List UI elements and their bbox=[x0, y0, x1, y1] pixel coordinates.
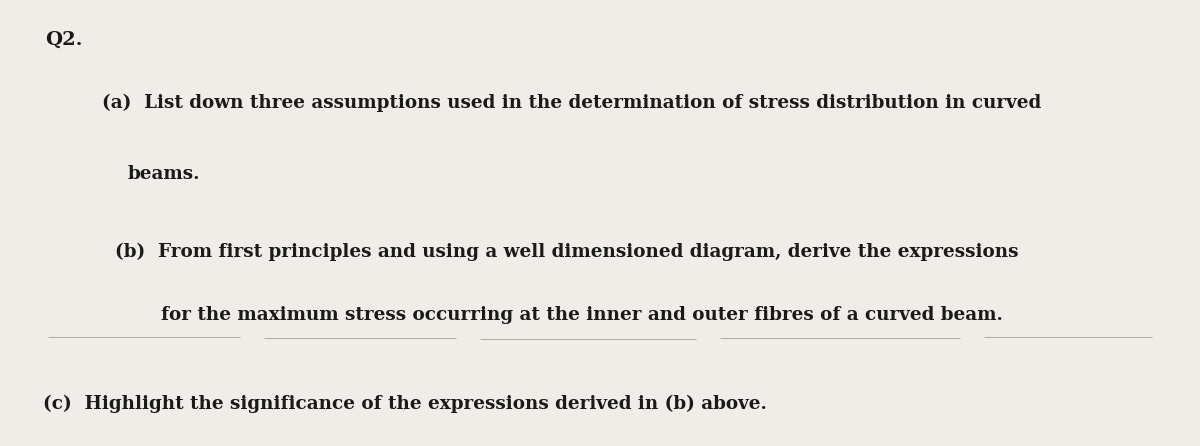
Text: for the maximum stress occurring at the inner and outer fibres of a curved beam.: for the maximum stress occurring at the … bbox=[161, 306, 1003, 323]
Text: (a)  List down three assumptions used in the determination of stress distributio: (a) List down three assumptions used in … bbox=[102, 94, 1042, 112]
Text: beams.: beams. bbox=[127, 165, 199, 183]
Text: (b)  From first principles and using a well dimensioned diagram, derive the expr: (b) From first principles and using a we… bbox=[115, 243, 1019, 261]
Text: Q2.: Q2. bbox=[46, 31, 83, 49]
Text: (c)  Highlight the significance of the expressions derived in (b) above.: (c) Highlight the significance of the ex… bbox=[43, 395, 767, 413]
